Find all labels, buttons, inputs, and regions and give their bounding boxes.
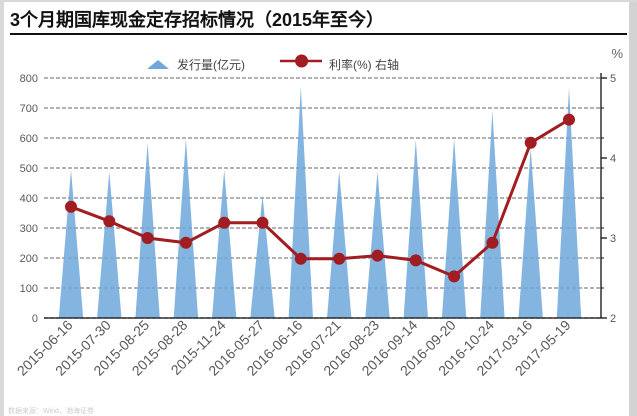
svg-text:500: 500	[20, 163, 38, 175]
svg-text:200: 200	[20, 253, 38, 265]
svg-text:400: 400	[20, 193, 38, 205]
svg-text:600: 600	[20, 133, 38, 145]
svg-text:700: 700	[20, 103, 38, 115]
svg-text:5: 5	[610, 73, 616, 85]
svg-text:3: 3	[610, 233, 616, 245]
svg-text:300: 300	[20, 223, 38, 235]
svg-text:0: 0	[32, 313, 38, 325]
svg-text:800: 800	[20, 73, 38, 85]
svg-text:2: 2	[610, 313, 616, 325]
svg-text:4: 4	[610, 153, 616, 165]
svg-text:100: 100	[20, 283, 38, 295]
